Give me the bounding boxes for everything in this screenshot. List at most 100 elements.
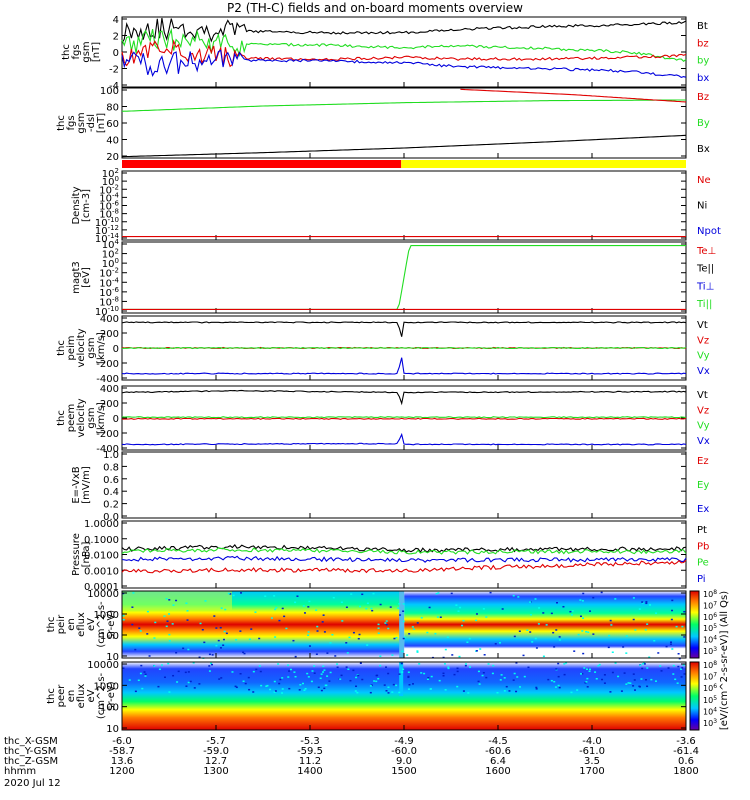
spectrogram-pixel [625, 635, 628, 637]
spectrogram-pixel [482, 672, 485, 674]
spectrogram-pixel [438, 679, 441, 682]
xaxis-value: 1600 [485, 766, 510, 777]
y-axis-label: Density[cm-3] [71, 186, 92, 224]
spectrogram-pixel [189, 680, 192, 683]
spectrogram-pixel [558, 686, 561, 689]
spectrogram-pixel [369, 691, 372, 694]
spectrogram-pixel [407, 688, 410, 690]
spectrogram-pixel [571, 610, 574, 612]
spectrogram-pixel [146, 633, 149, 635]
spectrogram-pixel [227, 592, 230, 595]
legend-Ti||: Ti|| [696, 299, 712, 310]
spectrogram-pixel [499, 679, 502, 681]
spectrogram-pixel [288, 670, 291, 672]
spectrogram-pixel [535, 647, 538, 649]
spectrogram-pixel [361, 593, 364, 596]
series-line-Bz [460, 88, 687, 103]
colorbar-tick: 105 [703, 623, 717, 633]
spectrogram-pixel [177, 670, 180, 673]
spectrogram-pixel [641, 667, 644, 670]
xaxis-value: 1400 [297, 766, 322, 777]
spectrogram-pixel [281, 688, 284, 690]
y-tick-label: 10-8 [99, 208, 119, 221]
series-line-Vz [121, 417, 687, 420]
spectrogram-pixel [542, 612, 545, 614]
spectrogram-pixel [553, 646, 556, 648]
spectrogram-pixel [475, 650, 478, 652]
xaxis-row-label: 2020 Jul 12 [4, 778, 61, 789]
spectrogram-pixel [167, 662, 170, 665]
spectrogram-pixel [165, 597, 168, 600]
series-line-By [121, 99, 686, 112]
spectrogram-pixel [632, 597, 635, 599]
xaxis-value: 1700 [579, 766, 604, 777]
spectrogram-pixel [140, 664, 143, 667]
spectrogram-pixel [165, 625, 168, 628]
spectrogram-pixel [250, 628, 253, 630]
y-tick-label: 200 [100, 329, 119, 340]
spectrogram-pixel [402, 637, 405, 640]
spectrogram-pixel [607, 646, 610, 649]
spectrogram-pixel [395, 684, 398, 687]
chart-title: P2 (TH-C) fields and on-board moments ov… [227, 1, 523, 15]
xaxis-value: -4.0 [582, 736, 602, 747]
spectrogram-pixel [584, 682, 587, 684]
y-tick-label: -200 [96, 359, 119, 370]
series-line-Bx [121, 134, 687, 158]
spectrogram-pixel [513, 672, 516, 675]
spectrogram-pixel [243, 652, 246, 655]
spectrogram-pixel [444, 689, 447, 691]
spectrogram-pixel [313, 672, 316, 674]
legend-bx: bx [697, 73, 709, 84]
spectrogram-pixel [242, 651, 245, 654]
spectrogram-pixel [219, 647, 222, 649]
y-tick-label: 40 [106, 136, 119, 147]
spectrogram-pixel [586, 686, 589, 688]
spectrogram-pixel [603, 674, 606, 676]
spectrogram-pixel [308, 645, 311, 647]
spectrogram-pixel [632, 673, 635, 675]
series-line-Pb [121, 559, 687, 574]
spectrogram-pixel [252, 691, 255, 693]
spectrogram-pixel [128, 679, 131, 681]
spectrogram-pixel [220, 607, 223, 609]
y-tick-label: 10000 [87, 660, 119, 671]
spectrogram-pixel [672, 673, 675, 675]
spectrogram-pixel [563, 663, 566, 665]
colorbar-tick: 106 [703, 612, 717, 622]
spectrogram-pixel [171, 623, 174, 625]
y-tick-label: 10-2 [99, 267, 119, 280]
spectrogram-pixel [331, 633, 334, 636]
spectrogram-pixel [456, 685, 459, 688]
spectrogram-pixel [210, 663, 213, 666]
spectrogram-pixel [240, 592, 243, 594]
spectrogram-pixel [326, 675, 329, 677]
spectrogram-pixel [592, 596, 595, 599]
spectrogram-pixel [467, 692, 470, 694]
spectrogram-pixel [398, 603, 401, 605]
spectrogram-pixel [184, 671, 187, 674]
spectrogram-pixel [279, 678, 282, 681]
xaxis-value: -59.5 [297, 746, 323, 757]
spectrogram-pixel [585, 668, 588, 670]
y-tick-label: 10-8 [99, 295, 119, 308]
xaxis-value: -60.6 [485, 746, 511, 757]
panel-fgs_gse: 4 2 0 -2 -4 thcfgsgsm[nT] Bt bz by bx [61, 15, 709, 92]
spectrogram-pixel [278, 619, 281, 622]
spectrogram-pixel [310, 680, 313, 683]
spectrogram-pixel [293, 671, 296, 673]
colorbar-tick: 105 [703, 695, 717, 705]
spectrogram-pixel [475, 613, 478, 615]
spectrogram-pixel [340, 674, 343, 677]
spectrogram-pixel [242, 680, 245, 683]
spectrogram-pixel [398, 673, 401, 675]
spectrogram-pixel [582, 592, 585, 595]
spectrogram-pixel [577, 633, 580, 636]
spectrogram-pixel [172, 674, 175, 677]
legend-Pe: Pe [697, 558, 709, 569]
spectrogram-pixel [269, 688, 272, 691]
spectrogram-pixel [617, 675, 620, 678]
spectrogram-pixel [175, 651, 178, 654]
plot-background [122, 171, 686, 240]
